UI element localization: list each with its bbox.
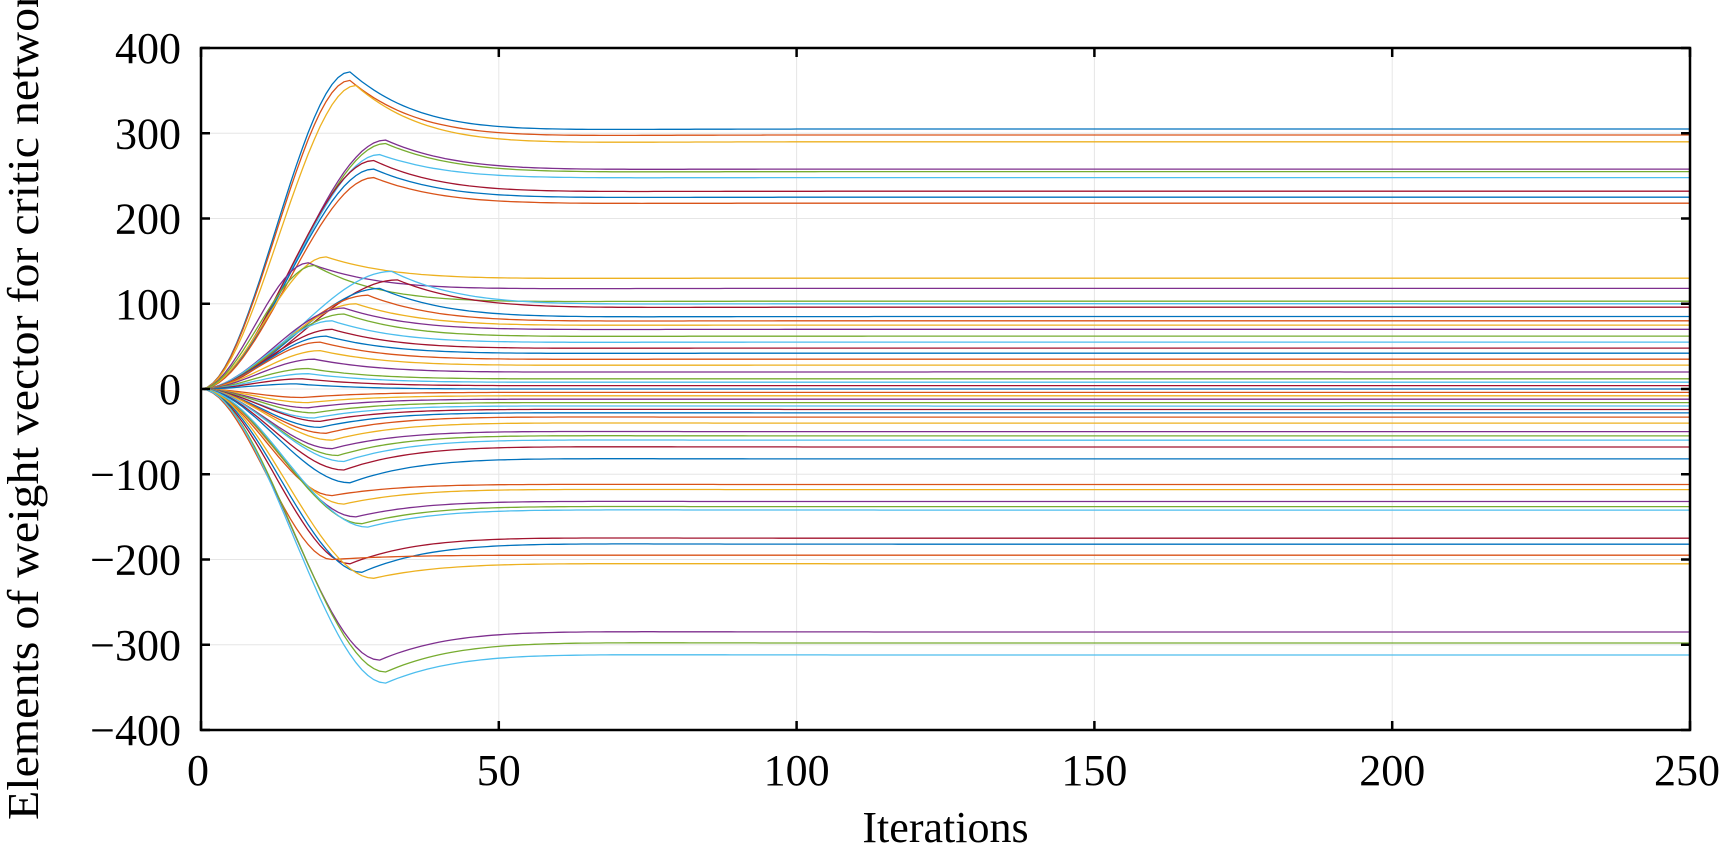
series-line bbox=[200, 388, 1690, 441]
series-line bbox=[200, 378, 1690, 390]
series-line bbox=[200, 388, 1690, 484]
series-line bbox=[200, 388, 1690, 404]
series-line bbox=[200, 335, 1690, 390]
series-line bbox=[200, 264, 1690, 390]
series-line bbox=[200, 142, 1690, 390]
series-line bbox=[200, 388, 1690, 528]
series-line bbox=[200, 262, 1690, 390]
series-line bbox=[200, 358, 1690, 390]
series-line bbox=[200, 256, 1690, 390]
series-line bbox=[200, 71, 1690, 390]
series-line bbox=[200, 320, 1690, 390]
series-line bbox=[200, 159, 1690, 390]
y-tick-label: −100 bbox=[90, 450, 181, 499]
y-tick-label: 200 bbox=[115, 195, 181, 244]
y-tick-label: 100 bbox=[115, 280, 181, 329]
x-tick-label: 250 bbox=[1654, 746, 1720, 795]
y-tick-label: 300 bbox=[115, 109, 181, 158]
x-tick-label: 50 bbox=[477, 746, 521, 795]
series-line bbox=[200, 388, 1690, 518]
series-line bbox=[200, 313, 1690, 390]
series-line bbox=[200, 388, 1690, 497]
x-tick-label: 0 bbox=[187, 746, 209, 795]
y-tick-label: −400 bbox=[90, 706, 181, 755]
series-line bbox=[200, 388, 1690, 399]
x-tick-labels: 0 50 100 150 200 250 bbox=[187, 746, 1720, 795]
series-line bbox=[200, 388, 1690, 434]
series-line bbox=[200, 388, 1690, 525]
y-axis-label: Elements of weight vector for critic net… bbox=[0, 0, 48, 820]
series-line bbox=[200, 328, 1690, 390]
series-line bbox=[200, 388, 1690, 419]
series-line bbox=[200, 176, 1690, 390]
x-tick-label: 200 bbox=[1359, 746, 1425, 795]
series-line bbox=[200, 388, 1690, 423]
series-line bbox=[200, 79, 1690, 390]
series-line bbox=[200, 388, 1690, 450]
series-lines bbox=[200, 71, 1690, 684]
series-line bbox=[200, 153, 1690, 390]
y-tick-labels: 400 300 200 100 0 −100 −200 −300 −400 bbox=[90, 24, 181, 755]
series-line bbox=[200, 270, 1690, 390]
series-line bbox=[200, 388, 1690, 565]
series-line bbox=[200, 388, 1690, 661]
series-line bbox=[200, 373, 1690, 390]
series-line bbox=[200, 383, 1690, 390]
series-line bbox=[200, 388, 1690, 505]
series-line bbox=[200, 388, 1690, 471]
axis-ticks bbox=[199, 46, 1692, 732]
x-axis-label: Iterations bbox=[862, 803, 1028, 852]
series-line bbox=[200, 303, 1690, 390]
series-line bbox=[200, 287, 1690, 390]
series-line bbox=[200, 388, 1690, 457]
series-line bbox=[200, 367, 1690, 390]
y-tick-label: 0 bbox=[159, 365, 181, 414]
series-line bbox=[200, 388, 1690, 579]
y-tick-label: −200 bbox=[90, 536, 181, 585]
series-line bbox=[200, 388, 1690, 463]
series-line bbox=[200, 341, 1690, 390]
y-tick-label: 400 bbox=[115, 24, 181, 73]
series-line bbox=[200, 349, 1690, 390]
y-tick-label: −300 bbox=[90, 621, 181, 670]
series-line bbox=[200, 84, 1690, 390]
x-tick-label: 100 bbox=[764, 746, 830, 795]
series-line bbox=[200, 388, 1690, 561]
series-line bbox=[200, 168, 1690, 390]
series-line bbox=[200, 279, 1690, 390]
series-line bbox=[200, 388, 1690, 684]
series-line bbox=[200, 388, 1690, 573]
series-line bbox=[200, 294, 1690, 390]
x-tick-label: 150 bbox=[1061, 746, 1127, 795]
series-line bbox=[200, 388, 1690, 429]
series-line bbox=[200, 307, 1690, 390]
series-line bbox=[200, 388, 1690, 673]
series-line bbox=[200, 388, 1690, 414]
series-line bbox=[200, 139, 1690, 390]
series-line bbox=[200, 388, 1690, 409]
